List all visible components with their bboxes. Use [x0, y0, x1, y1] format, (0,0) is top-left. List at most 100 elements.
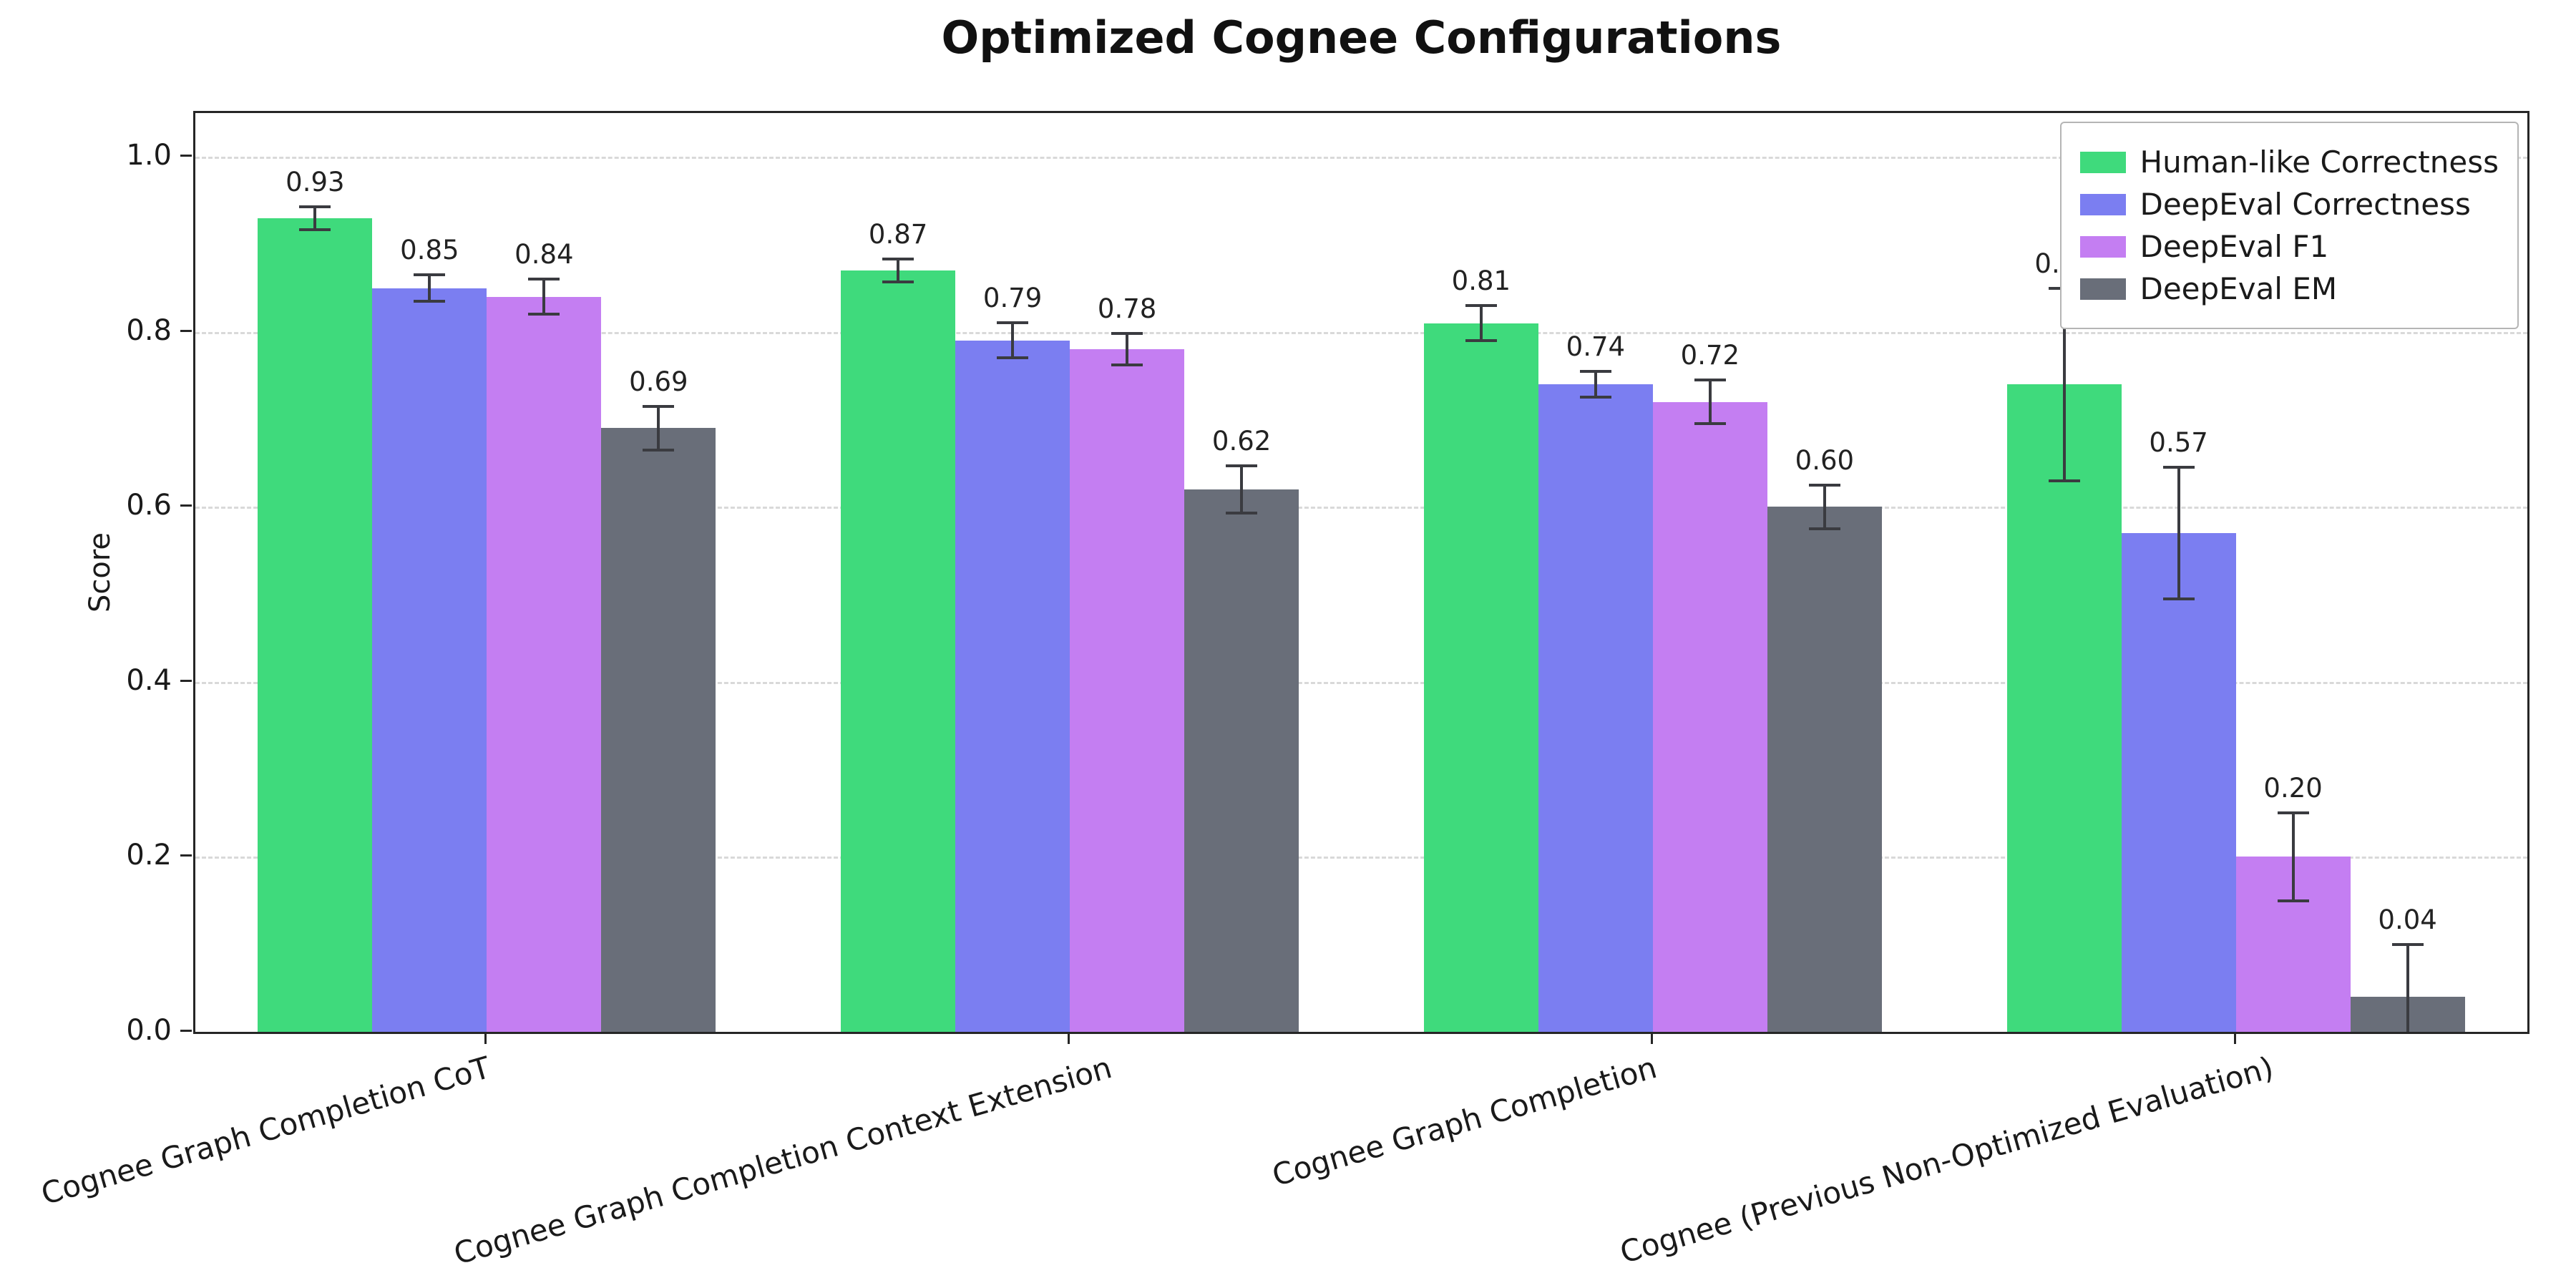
y-tick-mark — [180, 155, 192, 157]
error-bar-cap — [299, 205, 331, 208]
bar-value-label: 0.79 — [982, 283, 1043, 314]
y-tick-label: 0.4 — [126, 663, 172, 697]
bar-value-label: 0.93 — [286, 166, 345, 197]
error-bar-cap — [882, 280, 914, 283]
error-bar-cap — [299, 228, 331, 231]
x-tick-mark — [484, 1034, 487, 1044]
x-tick-label: Cognee Graph Completion CoT — [0, 1050, 494, 1211]
error-bar — [657, 406, 660, 450]
error-bar-cap — [1226, 511, 1258, 514]
y-tick-label: 0.6 — [126, 489, 172, 522]
error-bar — [2291, 813, 2295, 901]
gridline — [195, 331, 2527, 334]
error-bar — [1823, 484, 1826, 529]
error-bar-cap — [2277, 811, 2309, 815]
error-bar-cap — [1808, 527, 1840, 530]
y-tick-label: 0.8 — [126, 313, 172, 347]
legend-label: DeepEval Correctness — [2140, 187, 2471, 222]
error-bar-cap — [643, 448, 675, 452]
error-bar-cap — [2162, 466, 2195, 469]
error-bar-cap — [528, 278, 560, 281]
bar-value-label: 0.04 — [2378, 904, 2437, 935]
legend-label: DeepEval EM — [2140, 271, 2338, 306]
gridline — [195, 507, 2527, 509]
error-bar-cap — [643, 404, 675, 408]
legend-label: DeepEval F1 — [2140, 229, 2329, 264]
error-bar — [542, 279, 546, 315]
y-tick-mark — [180, 329, 192, 332]
bar — [487, 296, 602, 1032]
plot-area: Human-like Correctness DeepEval Correctne… — [193, 111, 2529, 1034]
x-tick-label: Cognee Graph Completion — [1007, 1050, 1660, 1193]
error-bar — [313, 206, 317, 230]
y-tick-mark — [180, 1030, 192, 1032]
bar-value-label: 0.81 — [1451, 265, 1511, 297]
bar-value-label: 0.84 — [514, 239, 574, 270]
x-tick-label: Cognee Graph Completion Context Extensio… — [424, 1050, 1116, 1272]
error-bar-cap — [997, 356, 1029, 360]
x-tick-label-text: Cognee (Previous Non-Optimized Evaluatio… — [1616, 1050, 2278, 1271]
bar-value-label: 0.74 — [1566, 331, 1626, 362]
y-tick-label: 1.0 — [126, 139, 172, 172]
bar-value-label: 0.57 — [2149, 427, 2208, 459]
y-tick-mark — [180, 504, 192, 507]
legend-label: Human-like Correctness — [2140, 145, 2499, 180]
error-bar-cap — [1579, 396, 1611, 399]
error-bar-cap — [1808, 483, 1840, 487]
error-bar — [1240, 465, 1244, 513]
error-bar-cap — [882, 258, 914, 261]
error-bar-cap — [2277, 899, 2309, 902]
legend-item: DeepEval EM — [2079, 271, 2499, 306]
bar-value-label: 0.62 — [1211, 425, 1272, 457]
x-tick-mark — [1068, 1034, 1070, 1044]
bar — [841, 270, 956, 1032]
bar — [2121, 532, 2236, 1032]
error-bar — [2177, 467, 2180, 599]
bar-value-label: 0.87 — [868, 219, 928, 250]
y-tick-mark — [180, 679, 192, 682]
error-bar — [2062, 288, 2066, 481]
error-bar-cap — [2048, 479, 2080, 482]
error-bar-cap — [528, 313, 560, 316]
error-bar-cap — [1694, 378, 1726, 381]
bar-value-label: 0.72 — [1680, 339, 1740, 371]
bar — [601, 428, 716, 1032]
x-tick-label: Cognee (Previous Non-Optimized Evaluatio… — [1590, 1050, 2277, 1270]
legend: Human-like Correctness DeepEval Correctne… — [2059, 122, 2519, 329]
bar — [1767, 507, 1882, 1032]
error-bar-cap — [1465, 304, 1497, 308]
bar-value-label: 0.85 — [400, 235, 459, 266]
bar-value-label: 0.78 — [1097, 293, 1157, 325]
bar — [1423, 323, 1538, 1032]
bar-value-label: 0.60 — [1795, 444, 1855, 476]
error-bar-cap — [1111, 364, 1143, 367]
error-bar-cap — [1694, 422, 1726, 426]
legend-swatch — [2079, 235, 2126, 258]
y-tick-label: 0.0 — [126, 1014, 172, 1047]
error-bar — [428, 275, 431, 301]
error-bar-cap — [1465, 338, 1497, 342]
bar — [258, 218, 373, 1032]
error-bar-cap — [1111, 332, 1143, 336]
error-bar-cap — [2162, 597, 2195, 600]
gridline — [195, 857, 2527, 859]
legend-swatch — [2079, 278, 2126, 300]
error-bar-cap — [414, 273, 446, 277]
y-tick-label: 0.2 — [126, 839, 172, 872]
error-bar — [1479, 306, 1483, 341]
error-bar — [1126, 333, 1129, 366]
legend-swatch — [2079, 193, 2126, 215]
error-bar-cap — [2391, 942, 2424, 946]
error-bar — [2406, 944, 2409, 1032]
x-tick-mark — [2233, 1034, 2236, 1044]
bar — [955, 340, 1070, 1032]
y-axis-title: Score — [84, 532, 117, 613]
gridline — [195, 681, 2527, 684]
legend-swatch — [2079, 151, 2126, 173]
bar-value-label: 0.20 — [2263, 773, 2323, 804]
chart-title: Optimized Cognee Configurations — [941, 11, 1782, 64]
error-bar-cap — [997, 321, 1029, 325]
bar — [1652, 401, 1767, 1032]
bar-value-label: 0.69 — [629, 366, 688, 397]
